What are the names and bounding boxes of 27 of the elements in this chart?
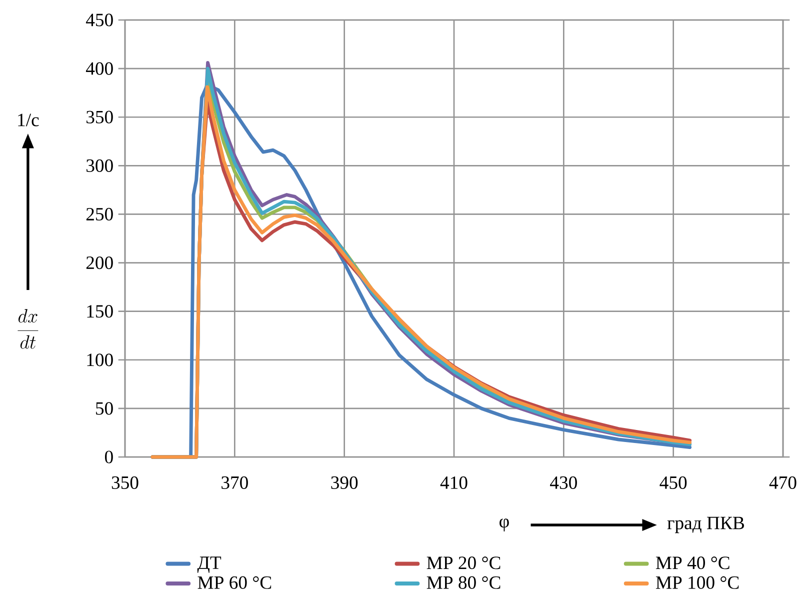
x-tick-label: 390 [331, 476, 358, 489]
legend-label: МР 40 °С [656, 556, 730, 570]
y-tick-label: 100 [87, 354, 113, 366]
x-tick-label: 350 [112, 476, 138, 489]
legend-label: МР 80 °С [426, 576, 500, 589]
y-tick-label: 300 [86, 159, 113, 172]
y-tick-label: 150 [87, 305, 113, 318]
y-tick-label: 450 [86, 14, 113, 26]
y-axis-title: $\frac{dx}{dt}$ [18, 309, 38, 349]
y-tick-label: 350 [86, 110, 113, 124]
x-tick-label: 430 [550, 476, 577, 489]
legend-label: МР 60 °С [198, 576, 272, 589]
y-tick-label: 400 [86, 62, 113, 75]
x-tick-label: 410 [440, 476, 468, 489]
text: град ПКВ [667, 516, 744, 534]
y-tick-label: 50 [96, 402, 113, 415]
x-tick-label: 470 [769, 476, 796, 489]
y-tick-label: 0 [105, 450, 113, 464]
text: 1/с [18, 114, 39, 126]
x-tick-label: 450 [660, 476, 687, 489]
y-tick-label: 250 [86, 208, 113, 221]
x-axis-title: φ [500, 518, 509, 532]
y-tick-label: 200 [86, 256, 113, 270]
legend-label: МР 20 °С [426, 556, 500, 570]
legend-label: ДТ [197, 556, 222, 573]
x-tick-label: 370 [222, 476, 248, 489]
legend-label: МР 100 °С [656, 576, 739, 589]
